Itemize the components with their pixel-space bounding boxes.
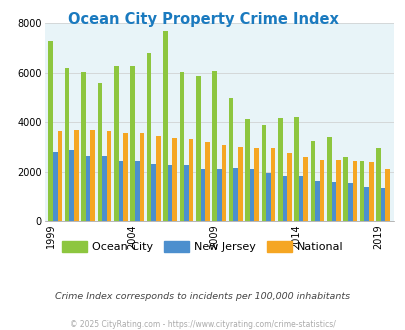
Bar — [254, 148, 258, 221]
Bar — [380, 188, 384, 221]
Bar — [315, 181, 319, 221]
Bar — [270, 148, 275, 221]
Bar — [277, 118, 282, 221]
Bar — [172, 138, 177, 221]
Bar — [319, 160, 324, 221]
Bar — [216, 169, 221, 221]
Bar — [65, 68, 69, 221]
Bar — [97, 82, 102, 221]
Bar — [205, 143, 209, 221]
Bar — [200, 169, 205, 221]
Bar — [347, 183, 352, 221]
Bar — [228, 98, 233, 221]
Bar — [359, 161, 364, 221]
Bar — [48, 41, 53, 221]
Bar — [196, 76, 200, 221]
Bar — [237, 147, 242, 221]
Bar — [130, 66, 134, 221]
Bar — [282, 176, 286, 221]
Bar — [212, 71, 216, 221]
Bar — [298, 176, 303, 221]
Bar — [303, 156, 307, 221]
Bar — [294, 117, 298, 221]
Bar — [265, 173, 270, 221]
Bar — [384, 169, 389, 221]
Bar — [261, 125, 265, 221]
Bar — [118, 161, 123, 221]
Bar — [310, 141, 315, 221]
Legend: Ocean City, New Jersey, National: Ocean City, New Jersey, National — [58, 237, 347, 256]
Bar — [364, 187, 368, 221]
Bar — [249, 169, 254, 221]
Bar — [163, 31, 167, 221]
Bar — [188, 139, 193, 221]
Bar — [221, 145, 226, 221]
Bar — [167, 165, 172, 221]
Bar — [139, 133, 144, 221]
Bar — [343, 157, 347, 221]
Bar — [90, 130, 95, 221]
Bar — [114, 66, 118, 221]
Bar — [123, 133, 128, 221]
Bar — [85, 156, 90, 221]
Text: Crime Index corresponds to incidents per 100,000 inhabitants: Crime Index corresponds to incidents per… — [55, 292, 350, 301]
Bar — [102, 156, 107, 221]
Bar — [286, 153, 291, 221]
Bar — [147, 53, 151, 221]
Bar — [69, 150, 74, 221]
Bar — [233, 168, 237, 221]
Bar — [184, 165, 188, 221]
Bar — [53, 152, 58, 221]
Bar — [352, 161, 356, 221]
Bar — [368, 162, 373, 221]
Bar — [74, 130, 79, 221]
Bar — [326, 137, 331, 221]
Bar — [335, 160, 340, 221]
Bar — [81, 72, 85, 221]
Text: © 2025 CityRating.com - https://www.cityrating.com/crime-statistics/: © 2025 CityRating.com - https://www.city… — [70, 320, 335, 329]
Bar — [151, 164, 156, 221]
Bar — [156, 136, 160, 221]
Bar — [331, 182, 335, 221]
Text: Ocean City Property Crime Index: Ocean City Property Crime Index — [67, 12, 338, 26]
Bar — [375, 148, 380, 221]
Bar — [245, 118, 249, 221]
Bar — [134, 161, 139, 221]
Bar — [179, 72, 184, 221]
Bar — [58, 130, 62, 221]
Bar — [107, 130, 111, 221]
